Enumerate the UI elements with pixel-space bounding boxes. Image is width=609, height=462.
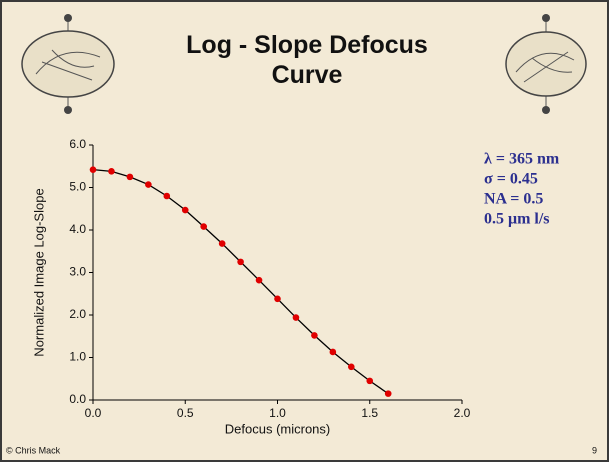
y-tick-label: 5.0: [69, 180, 86, 194]
data-point: [145, 181, 152, 188]
left-emblem: [21, 14, 115, 114]
data-point: [329, 348, 337, 356]
x-tick-label: 0.5: [177, 406, 194, 420]
data-point: [384, 390, 392, 397]
x-tick-label: 1.5: [361, 406, 378, 420]
right-emblem: [505, 14, 587, 114]
annotation: λ = 365 nm: [484, 151, 560, 168]
data-point: [126, 173, 134, 181]
annotation: 0.5 μm l/s: [484, 211, 550, 228]
credit: © Chris Mack: [6, 445, 61, 455]
y-tick-label: 4.0: [69, 222, 86, 236]
y-tick-label: 0.0: [69, 392, 86, 406]
data-point: [200, 223, 207, 230]
x-tick-label: 0.0: [85, 406, 102, 420]
data-point: [181, 206, 189, 214]
data-point: [163, 192, 171, 200]
chart-title: Log - Slope Defocus Curve: [186, 31, 428, 89]
data-point: [311, 332, 318, 339]
data-point: [348, 363, 355, 371]
data-point: [108, 168, 115, 175]
y-tick-label: 6.0: [69, 137, 86, 151]
data-point: [274, 295, 281, 303]
x-axis-label: Defocus (microns): [225, 421, 330, 436]
annotation: NA = 0.5: [484, 191, 543, 208]
page-number: 9: [592, 445, 597, 455]
data-line: [92, 169, 389, 395]
y-tick-label: 2.0: [69, 307, 86, 321]
data-point: [366, 377, 374, 385]
x-tick-label: 2.0: [454, 406, 471, 420]
y-tick-label: 1.0: [69, 350, 86, 364]
data-point: [237, 258, 244, 266]
data-point: [255, 276, 263, 284]
data-point: [89, 166, 97, 173]
data-point: [292, 314, 300, 321]
y-axis-label: Normalized Image Log-Slope: [31, 188, 46, 356]
annotation: σ = 0.45: [484, 171, 538, 188]
x-tick-label: 1.0: [269, 406, 286, 420]
y-tick-label: 3.0: [69, 265, 86, 279]
data-point: [218, 240, 226, 247]
